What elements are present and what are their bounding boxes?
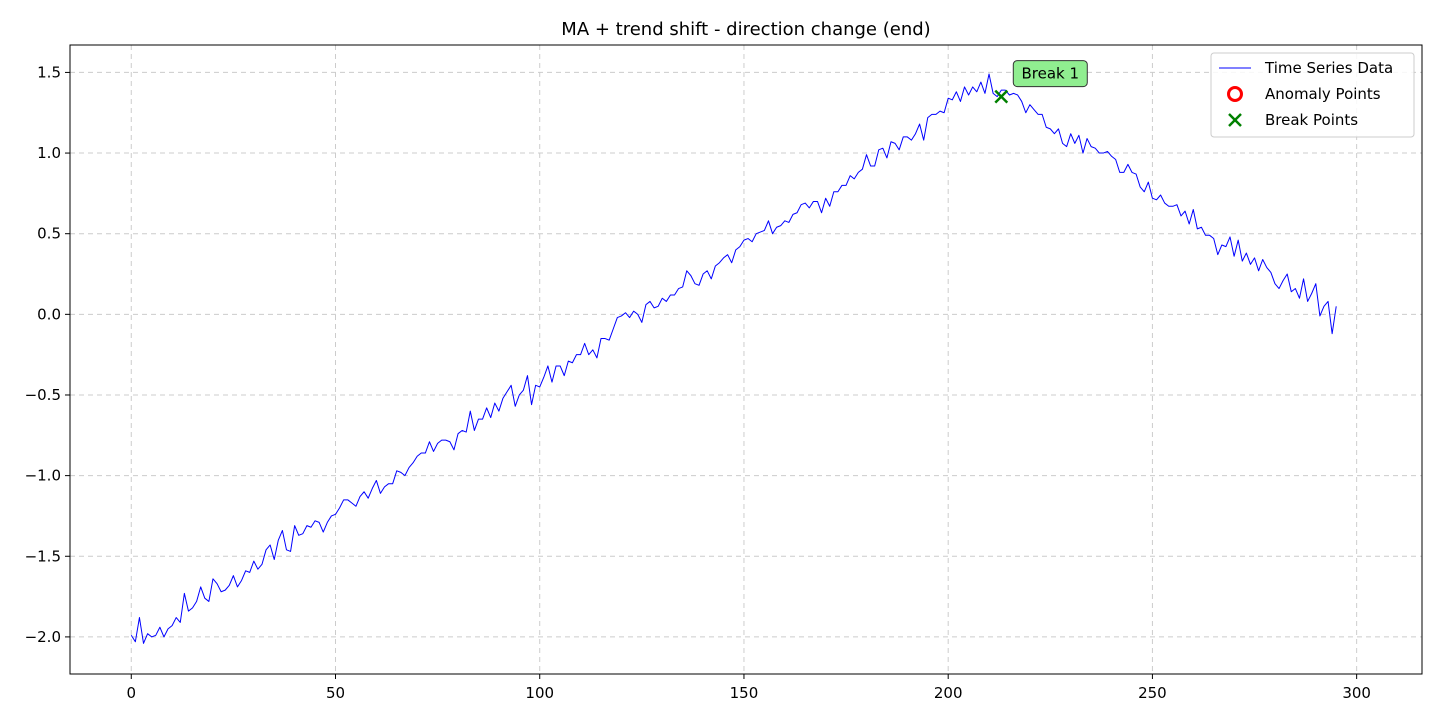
break-annotation: Break 1 (1012, 60, 1088, 88)
legend-box (1210, 52, 1415, 138)
legend-item: Anomaly Points (1227, 85, 1381, 103)
x-tick-label: 0 (126, 684, 136, 702)
legend-item: Break Points (1228, 111, 1358, 129)
x-tick-label: 100 (525, 684, 554, 702)
y-tick-label: −1.5 (25, 547, 61, 565)
x-tick-label: 300 (1342, 684, 1371, 702)
x-axis: 0 50 100 150 200 250 300 (126, 674, 1371, 702)
chart-title: MA + trend shift - direction change (end… (561, 19, 930, 40)
y-tick-label: 0.5 (37, 225, 61, 243)
series-layer (130, 73, 1337, 644)
y-tick-label: 1.0 (37, 144, 61, 162)
break-annotation-label: Break 1 (1022, 65, 1080, 83)
break-annotation-box (1012, 60, 1088, 88)
series-line (130, 73, 1337, 644)
x-tick-label: 250 (1138, 684, 1167, 702)
x-tick-label: 150 (730, 684, 759, 702)
y-tick-label: 1.5 (37, 63, 61, 81)
legend-item: Time Series Data (1219, 59, 1393, 77)
y-tick-label: 0.0 (37, 305, 61, 323)
marker-layer: Break 1 (994, 60, 1088, 104)
legend-x-swatch (1228, 113, 1242, 127)
legend: Time Series Data Anomaly Points Break Poin… (1210, 52, 1415, 138)
break-point (994, 89, 1009, 104)
legend-label: Anomaly Points (1265, 85, 1381, 103)
legend-circle-swatch (1227, 86, 1243, 102)
x-tick-label: 200 (934, 684, 963, 702)
y-tick-label: −1.0 (25, 467, 61, 485)
legend-label: Time Series Data (1264, 59, 1393, 77)
x-tick-label: 50 (326, 684, 345, 702)
y-tick-label: −0.5 (25, 386, 61, 404)
plot-frame (69, 44, 1423, 675)
break-point-x-stroke (994, 89, 1009, 104)
y-axis: 1.5 1.0 0.5 0.0 −0.5 −1.0 −1.5 −2.0 (25, 63, 70, 646)
y-tick-label: −2.0 (25, 628, 61, 646)
grid (70, 45, 1422, 674)
legend-label: Break Points (1265, 111, 1358, 129)
